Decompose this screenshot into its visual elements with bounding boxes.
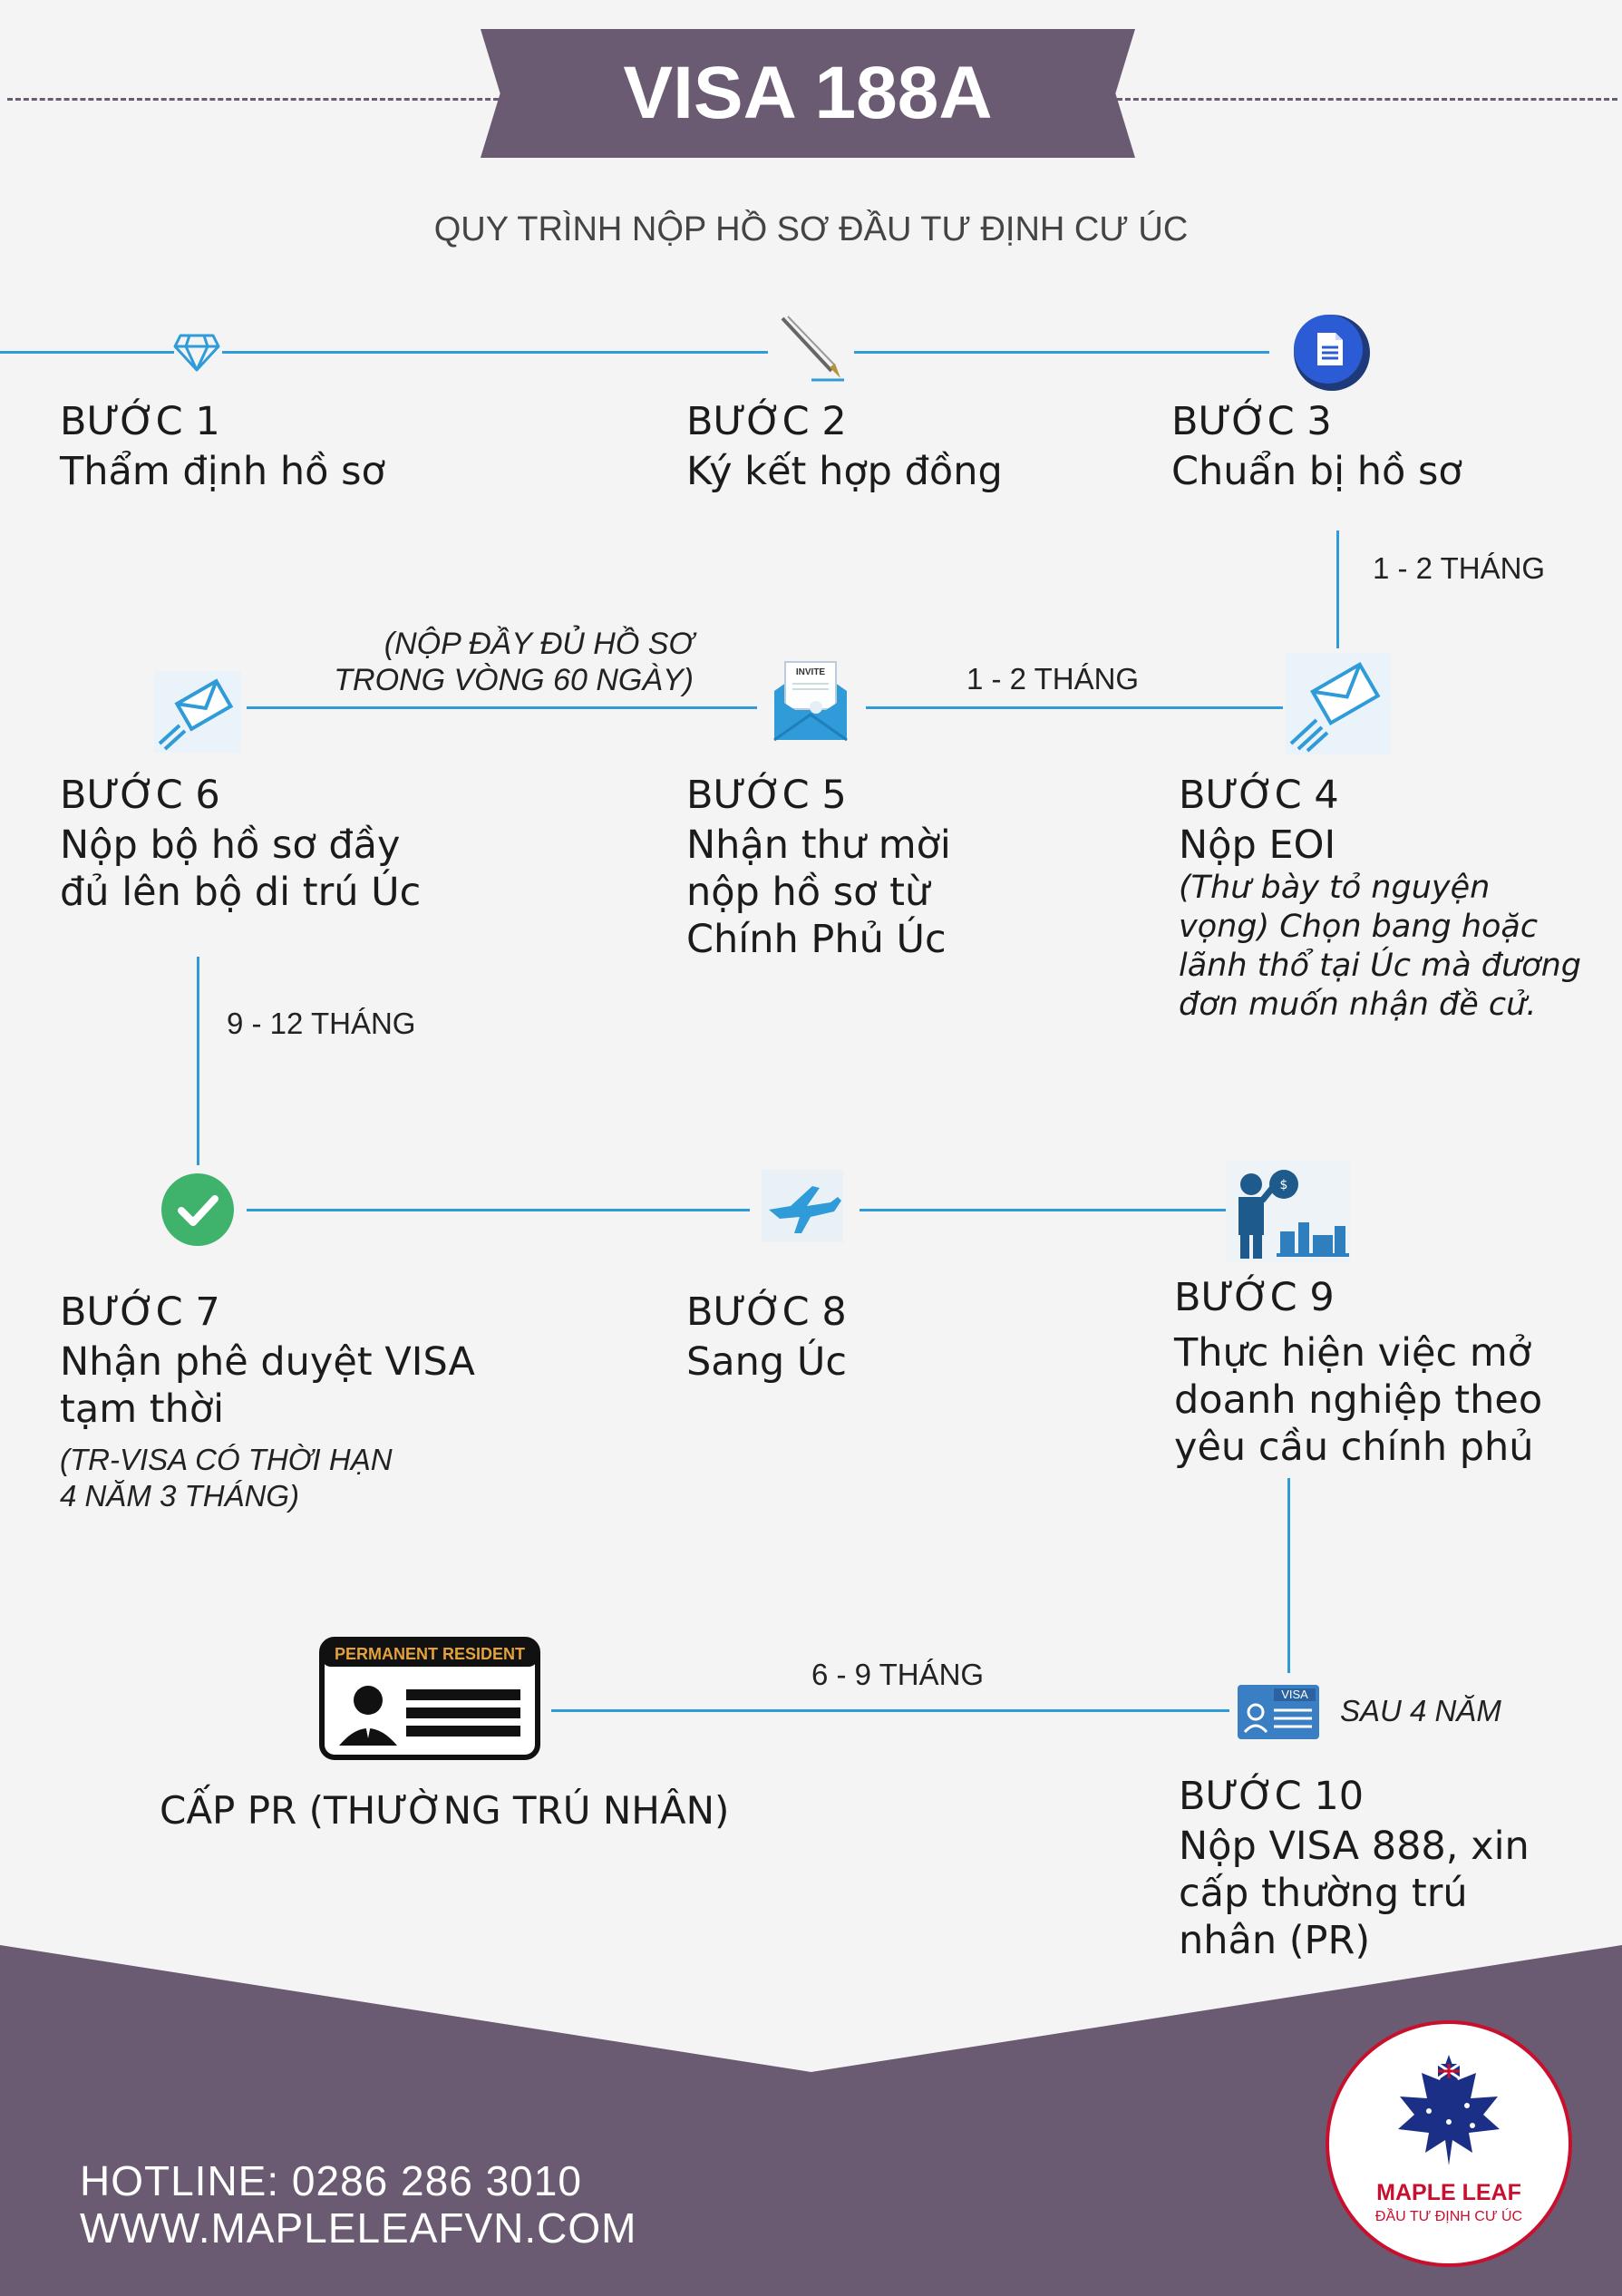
step-note: (TR-VISA CÓ THỜI HẠN 4 NĂM 3 THÁNG) xyxy=(60,1443,393,1513)
step-description: Nộp EOI xyxy=(1179,822,1336,868)
send-mail-icon xyxy=(1286,653,1391,754)
check-circle-icon xyxy=(161,1173,234,1246)
invite-label: INVITE xyxy=(796,667,826,677)
step-1: BƯỚC 1 Thẩm định hồ sơ xyxy=(60,395,459,495)
invite-envelope-icon: INVITE xyxy=(773,661,848,742)
connector-line xyxy=(1336,530,1339,648)
hotline: HOTLINE: 0286 286 3010 xyxy=(80,2157,582,2204)
step-label: BƯỚC 2 xyxy=(686,399,847,444)
step-3: BƯỚC 3 Chuẩn bị hồ sơ xyxy=(1171,395,1570,495)
header-dash-right xyxy=(1117,98,1617,101)
deadline-note: (NỘP ĐẦY ĐỦ HỒ SƠ TRONG VÒNG 60 NGÀY) xyxy=(334,627,694,697)
title-banner xyxy=(481,29,1135,158)
connector-line xyxy=(1287,1478,1290,1673)
diamond-icon xyxy=(173,334,220,372)
businessman-icon: $ xyxy=(1226,1161,1351,1262)
duration-label: 1 - 2 THÁNG xyxy=(966,662,1140,696)
step-label: BƯỚC 9 xyxy=(1174,1275,1335,1320)
step-description: Nhận phê duyệt VISA tạm thời xyxy=(60,1339,475,1432)
step-7: BƯỚC 7 Nhận phê duyệt VISA tạm thời (TR-… xyxy=(60,1286,477,1514)
visa-card-label: VISA xyxy=(1281,1688,1308,1701)
send-mail-icon xyxy=(154,671,241,753)
maple-leaf-logo: MAPLE LEAF ĐẦU TƯ ĐỊNH CƯ ÚC xyxy=(1326,2020,1572,2267)
id-card-icon: PERMANENT RESIDENT xyxy=(319,1637,540,1760)
maple-leaf-icon xyxy=(1398,2055,1500,2165)
connector-line xyxy=(197,957,199,1165)
step-label: BƯỚC 8 xyxy=(686,1289,847,1335)
connector-line xyxy=(247,706,757,709)
step-label: BƯỚC 1 xyxy=(60,399,220,444)
step-8: BƯỚC 8 Sang Úc xyxy=(686,1286,976,1386)
step-label: BƯỚC 6 xyxy=(60,773,220,818)
connector-line xyxy=(860,1209,1227,1211)
after-years-label: SAU 4 NĂM xyxy=(1340,1694,1501,1727)
step-description: Ký kết hợp đồng xyxy=(686,449,1003,494)
logo-tagline: ĐẦU TƯ ĐỊNH CƯ ÚC xyxy=(1374,2209,1523,2224)
step-description: Thực hiện việc mở doanh nghiệp theo yêu … xyxy=(1174,1330,1543,1470)
svg-text:$: $ xyxy=(1280,1178,1288,1192)
duration-label: 9 - 12 THÁNG xyxy=(227,1007,416,1040)
step-description: Chuẩn bị hồ sơ xyxy=(1171,449,1462,494)
step-label: BƯỚC 3 xyxy=(1171,399,1332,444)
document-icon xyxy=(1294,315,1370,391)
step-4: BƯỚC 4 Nộp EOI (Thư bày tỏ nguyện vọng) … xyxy=(1179,769,1587,1025)
page-title: VISA 188A xyxy=(623,52,993,134)
step-label: BƯỚC 7 xyxy=(60,1289,220,1335)
website-link[interactable]: WWW.MAPLELEAFVN.COM xyxy=(80,2204,637,2252)
connector-line xyxy=(854,351,1269,354)
visa-card-icon: VISA xyxy=(1238,1685,1319,1739)
connector-line xyxy=(222,351,768,354)
connector-line xyxy=(0,351,174,354)
page-subtitle: QUY TRÌNH NỘP HỒ SƠ ĐẦU TƯ ĐỊNH CƯ ÚC xyxy=(433,210,1189,248)
airplane-icon xyxy=(762,1170,843,1242)
step-description: Nộp VISA 888, xin cấp thường trú nhân (P… xyxy=(1179,1824,1530,1963)
step-label: BƯỚC 10 xyxy=(1179,1774,1365,1819)
duration-label: 6 - 9 THÁNG xyxy=(811,1658,985,1691)
pen-icon xyxy=(781,316,844,382)
logo-name: MAPLE LEAF xyxy=(1376,2180,1521,2205)
step-note: (Thư bày tỏ nguyện vọng) Chọn bang hoặc … xyxy=(1179,870,1581,1023)
pr-label: CẤP PR (THƯỜNG TRÚ NHÂN) xyxy=(160,1788,730,1833)
connector-line xyxy=(247,1209,750,1211)
step-description: Nhận thư mời nộp hồ sơ từ Chính Phủ Úc xyxy=(686,822,951,962)
id-card-label: PERMANENT RESIDENT xyxy=(335,1645,525,1663)
step-description: Nộp bộ hồ sơ đầy đủ lên bộ di trú Úc xyxy=(60,822,422,915)
step-9: BƯỚC 9 Thực hiện việc mở doanh nghiệp th… xyxy=(1174,1271,1555,1471)
connector-line xyxy=(551,1709,1229,1712)
step-description: Sang Úc xyxy=(686,1339,847,1385)
step-10: BƯỚC 10 Nộp VISA 888, xin cấp thường trú… xyxy=(1179,1770,1578,1964)
step-2: BƯỚC 2 Ký kết hợp đồng xyxy=(686,395,1085,495)
step-5: BƯỚC 5 Nhận thư mời nộp hồ sơ từ Chính P… xyxy=(686,769,976,963)
step-label: BƯỚC 4 xyxy=(1179,773,1339,818)
step-description: Thẩm định hồ sơ xyxy=(60,449,385,494)
connector-line xyxy=(866,706,1283,709)
step-6: BƯỚC 6 Nộp bộ hồ sơ đầy đủ lên bộ di trú… xyxy=(60,769,422,916)
header-dash-left xyxy=(7,98,499,101)
step-label: BƯỚC 5 xyxy=(686,773,847,818)
duration-label: 1 - 2 THÁNG xyxy=(1373,551,1546,585)
